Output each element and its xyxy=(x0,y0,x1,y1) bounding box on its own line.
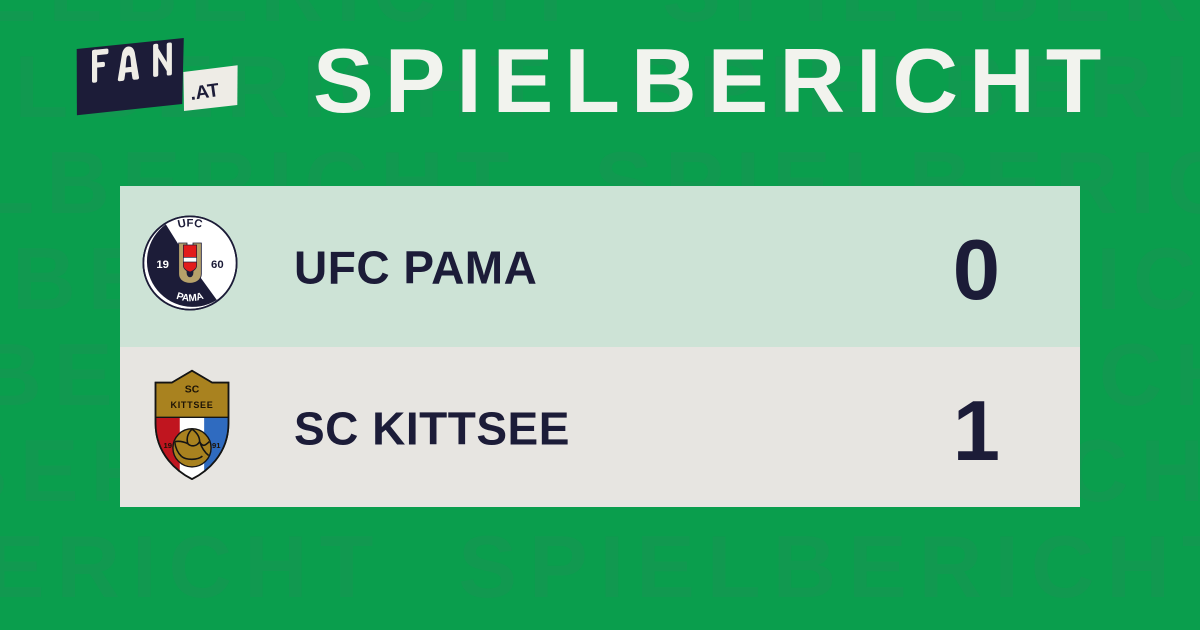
svg-text:19: 19 xyxy=(156,259,169,271)
svg-text:19: 19 xyxy=(163,441,171,450)
svg-text:UFC: UFC xyxy=(177,218,204,232)
svg-text:91: 91 xyxy=(212,441,221,450)
svg-text:60: 60 xyxy=(211,259,224,271)
svg-text:SC: SC xyxy=(185,384,200,395)
svg-text:.AT: .AT xyxy=(189,80,221,105)
svg-text:KITTSEE: KITTSEE xyxy=(171,400,214,410)
